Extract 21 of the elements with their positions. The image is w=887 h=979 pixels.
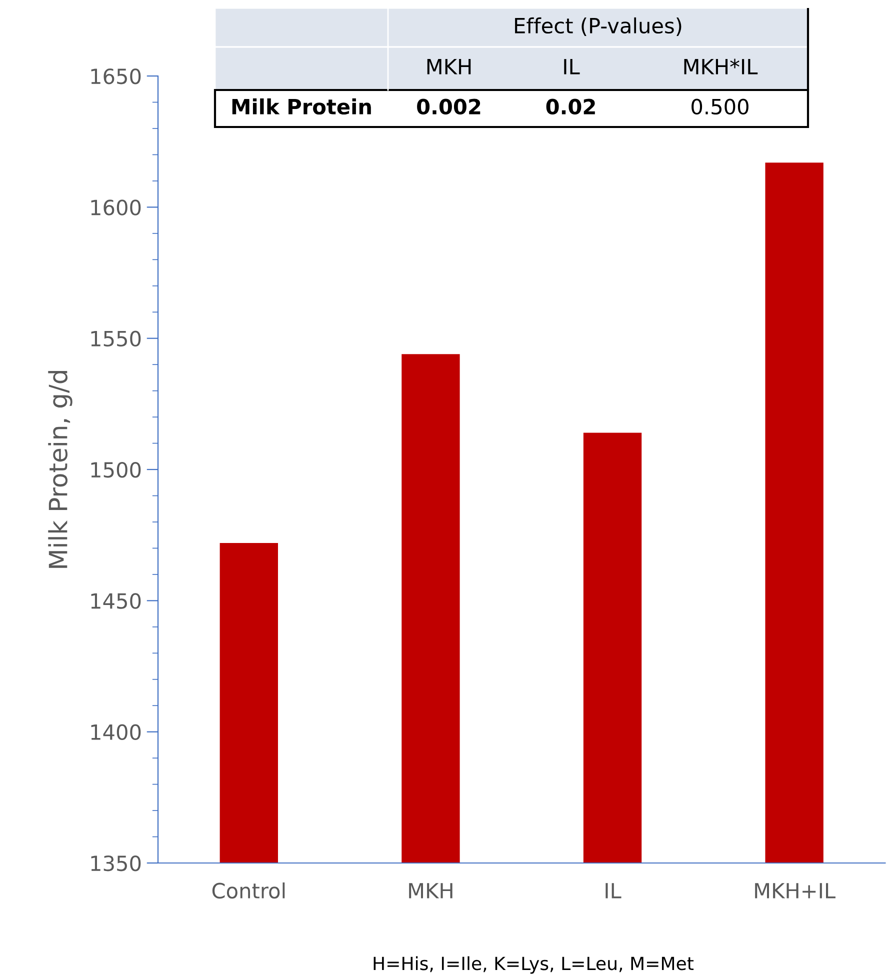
text: MKH [427,59,471,74]
annotation: 0.002 [417,98,480,115]
y-axis-title: Milk Protein, g/d [48,370,72,568]
x-tick-label: MKH+IL [755,883,836,898]
y-tick-label: 1550 [91,330,141,347]
y-tick-label: 1400 [91,724,141,740]
x-tick-label: MKH [409,883,452,898]
annotation: Milk Protein [232,98,371,115]
text: MKH*IL [684,58,758,74]
x-tick-label: Control [212,882,285,899]
text: IL [564,59,580,74]
text: H=His, I=Ile, K=Lys, L=Leu, M=Met [374,956,694,974]
y-tick-label: 1450 [91,593,141,609]
annotation: 0.02 [546,98,595,115]
y-tick-label: 1350 [91,855,141,872]
y-tick-label: 1600 [91,200,141,216]
annotation: 0.500 [692,98,748,115]
y-tick-label: 1650 [91,68,141,84]
x-tick-label: IL [606,883,622,898]
y-tick-label: 1500 [91,462,141,478]
text: Effect (P-values) [515,17,682,36]
